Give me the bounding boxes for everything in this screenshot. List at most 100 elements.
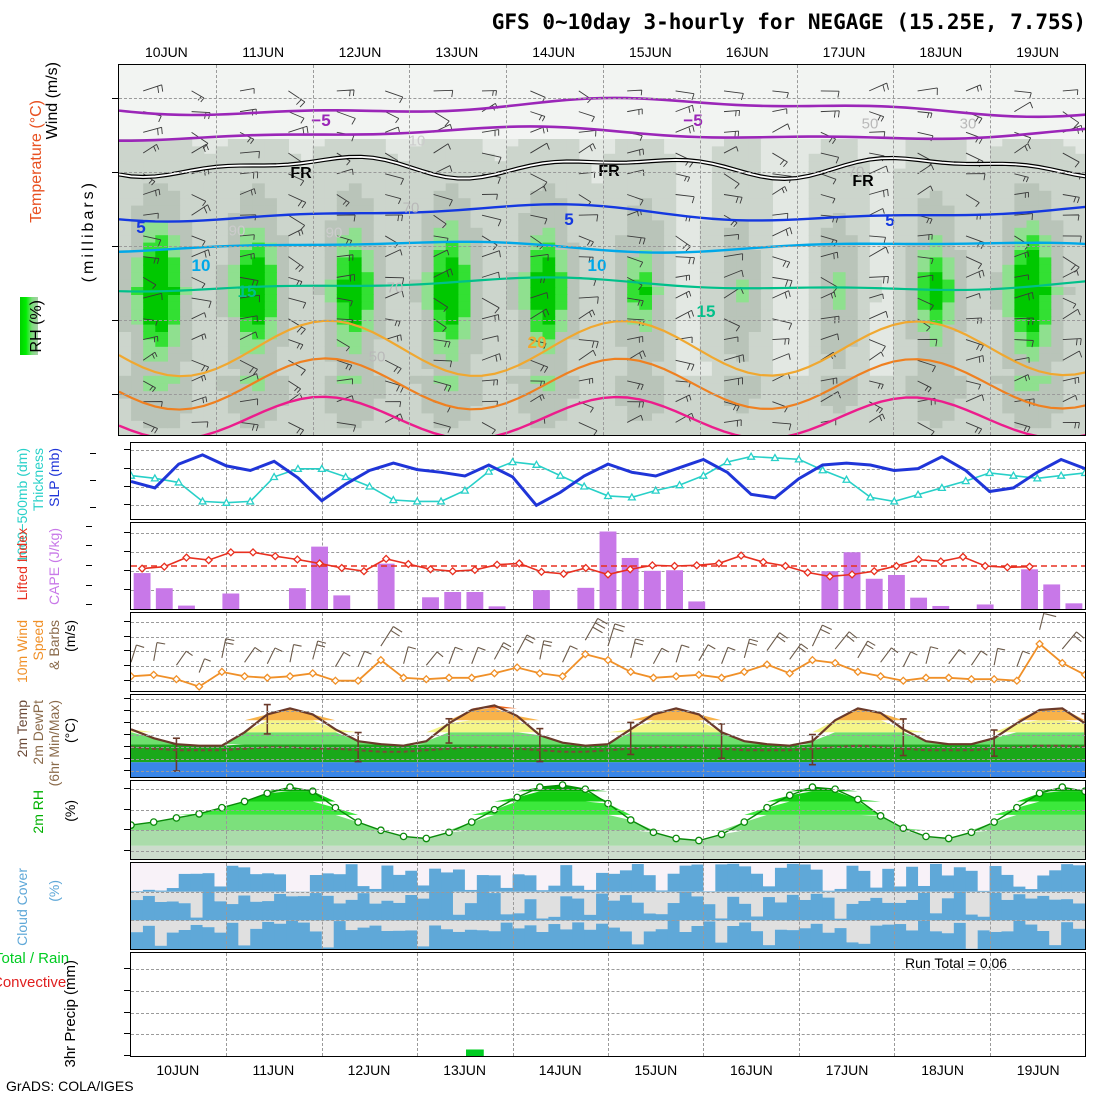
cloud-cell-high <box>190 873 204 893</box>
cloud-clear-high <box>631 863 645 865</box>
cloud-clear-high <box>202 863 215 874</box>
panel-rh-2m[interactable] <box>130 780 1086 860</box>
cloud-cell-high <box>810 869 824 893</box>
cloud-cell-high <box>441 872 454 893</box>
precip-tickmark <box>124 989 130 991</box>
cloud-cell-high <box>822 890 836 893</box>
cloud-cell-high <box>918 885 931 893</box>
cloud-cell-middle <box>643 913 657 921</box>
cloud-cell-middle <box>679 892 692 921</box>
contour-label: 10 <box>587 256 607 275</box>
cloud-clear-middle <box>608 891 621 901</box>
panel-wind-10m[interactable] <box>130 612 1086 692</box>
slp-line <box>131 453 1085 508</box>
cloud-clear-middle <box>548 891 561 917</box>
wind-speed-marker <box>671 671 681 681</box>
cloud-cell-middle <box>214 901 227 921</box>
cloud-clear-middle <box>190 891 204 918</box>
contour-label: −5 <box>683 111 703 130</box>
cloud-cell-high <box>906 866 919 893</box>
lifted-index-marker <box>648 561 657 570</box>
panel-precipitation[interactable] <box>130 952 1086 1057</box>
cloud-clear-low <box>131 920 144 933</box>
gridline-vertical <box>608 953 609 1056</box>
upper-tickmark <box>112 246 118 248</box>
gridline-horizontal <box>131 771 1085 773</box>
thickness-marker <box>675 480 685 489</box>
cloud-cell-middle <box>452 914 466 921</box>
cloud-clear-low <box>476 920 490 931</box>
cloud-clear-high <box>1037 863 1050 876</box>
wind-speed-marker <box>217 667 227 677</box>
cloud-cell-high <box>655 890 669 893</box>
gridline-horizontal <box>131 990 1085 992</box>
cloud-clear-low <box>774 920 788 930</box>
thickness-marker <box>245 496 255 505</box>
cloud-clear-middle <box>619 891 633 896</box>
gridline-horizontal <box>119 98 1085 100</box>
cape-bar <box>288 588 306 609</box>
cloud-clear-high <box>357 863 370 887</box>
cloud-cell-middle <box>906 899 919 921</box>
cape-tickmark <box>124 550 130 552</box>
cloud-cell-low <box>548 924 561 949</box>
cloud-cell-high <box>727 863 740 893</box>
cape-bar <box>932 605 950 609</box>
cloud-cell-low <box>608 927 621 949</box>
rh-2m-marker <box>717 830 726 839</box>
thickness-marker <box>555 470 565 479</box>
contour-label: 70 <box>402 199 420 217</box>
cloud-cell-middle <box>297 896 311 921</box>
rh-2m-marker <box>672 834 680 843</box>
cloud-clear-high <box>309 863 323 876</box>
cape-tickmark <box>124 588 130 590</box>
panel-slp-thickness[interactable] <box>130 442 1086 520</box>
wind-speed-marker <box>1057 658 1067 668</box>
cloud-clear-low <box>1037 920 1050 932</box>
cloud-cell-low <box>846 942 859 949</box>
gridline-horizontal <box>131 735 1085 737</box>
cloud-cell-middle <box>763 897 776 921</box>
cloud-clear-low <box>846 920 859 943</box>
cloud-clear-high <box>1001 863 1014 875</box>
cloud-clear-middle <box>500 891 514 915</box>
cloud-cell-low <box>202 927 215 949</box>
date-label-16jun: 16JUN <box>725 44 769 60</box>
cloud-cell-low <box>536 932 549 949</box>
panel-cloud-cover[interactable] <box>130 862 1086 950</box>
cloud-clear-middle <box>214 891 227 902</box>
cloud-clear-low <box>810 920 824 924</box>
cloud-clear-middle <box>906 891 919 900</box>
cloud-cell-low <box>834 928 847 949</box>
lifted-index-marker <box>359 566 369 576</box>
cloud-cell-middle <box>321 895 335 921</box>
cloud-clear-middle <box>1061 891 1074 900</box>
cloud-cell-high <box>965 870 979 893</box>
cloud-clear-high <box>274 863 287 875</box>
cloud-clear-middle <box>810 891 824 894</box>
cloud-cell-high <box>774 867 788 893</box>
wind-speed-marker <box>444 673 454 683</box>
wind-speed-marker <box>898 676 908 686</box>
wind-speed-marker <box>649 673 658 683</box>
wind-speed-marker <box>876 671 885 681</box>
cloud-clear-high <box>333 863 347 875</box>
rh-2m-marker <box>536 783 544 792</box>
cloud-cell-high <box>894 886 907 893</box>
thickness-marker <box>889 496 899 505</box>
gridline-horizontal <box>131 486 1085 488</box>
cloud-clear-middle <box>524 891 537 900</box>
panel-temp-dewpt-2m[interactable] <box>130 694 1086 778</box>
panel-cape-li[interactable] <box>130 522 1086 610</box>
thickness-marker <box>1008 470 1018 479</box>
cloud-cell-low <box>643 931 657 949</box>
cape-bar <box>222 593 240 609</box>
cloud-cell-middle <box>810 893 824 921</box>
panel-upper-air[interactable]: −5 −5 5 5 5 10 10 15 15 20 FR FR FR 50 50 70 70 70 90 90 30 1… <box>118 64 1086 436</box>
cloud-cell-middle <box>1049 899 1062 921</box>
cloud-cell-low <box>262 921 275 949</box>
gridline-vertical <box>226 443 228 519</box>
cloud-cell-low <box>524 925 537 949</box>
cape-bar <box>643 570 661 609</box>
contour-label: 90 <box>228 222 246 240</box>
